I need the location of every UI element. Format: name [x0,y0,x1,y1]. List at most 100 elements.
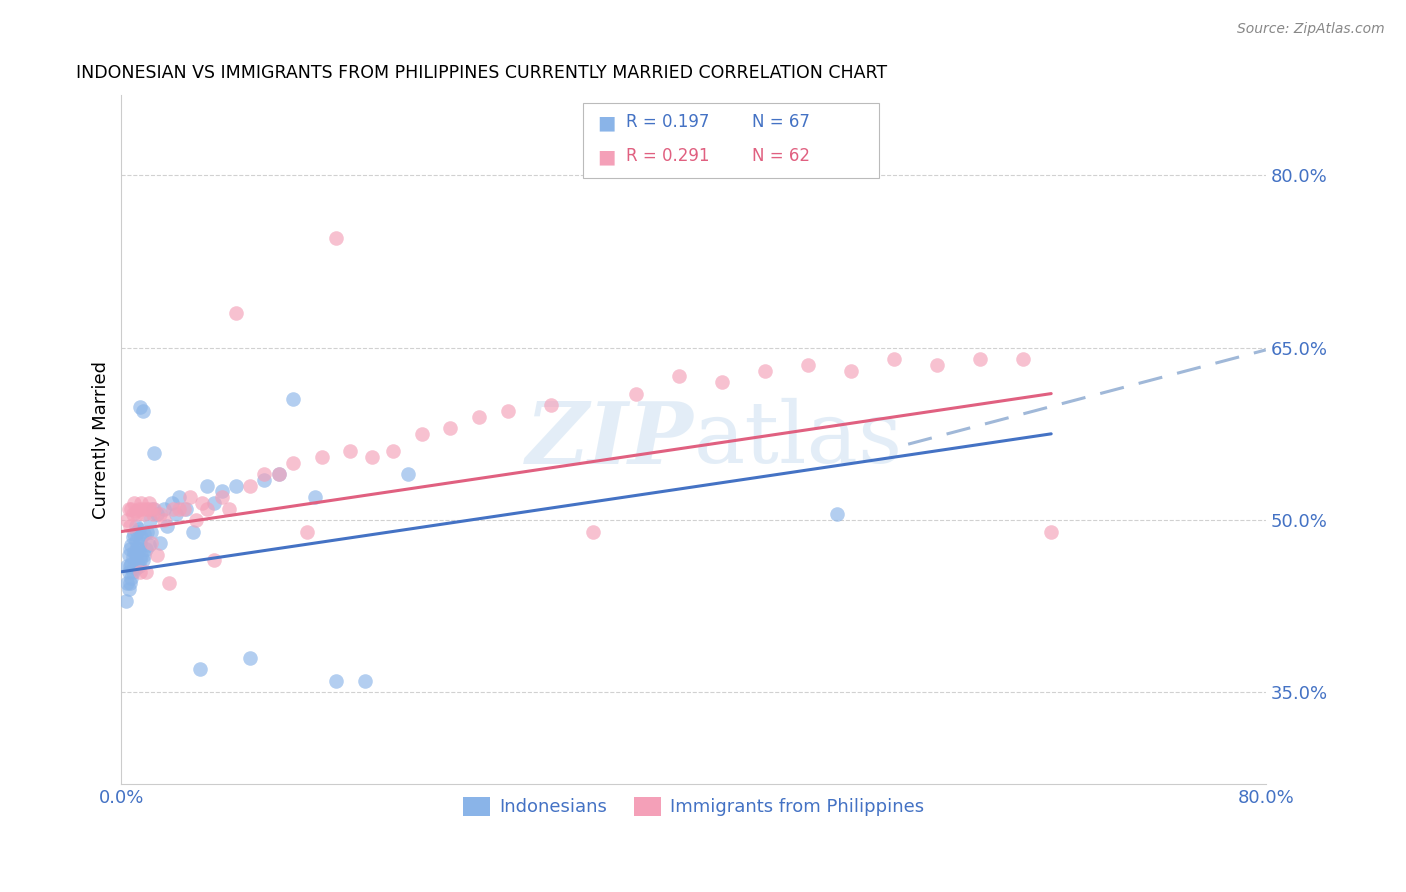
Point [122,565,145,579]
Point [134,526,156,541]
Point [128,541,150,556]
Point [253,473,276,487]
Text: ■: ■ [598,147,616,166]
Point [267,467,290,481]
Point [115,559,138,574]
Point [149,536,172,550]
Point [132,404,155,418]
Point [117,548,139,562]
Point [131,496,153,510]
Point [122,530,145,544]
Point [165,508,187,522]
Point [540,398,562,412]
Point [129,536,152,550]
Text: N = 67: N = 67 [752,113,810,131]
Text: ■: ■ [598,113,616,132]
Point [325,673,347,688]
Point [128,522,150,536]
Point [142,501,165,516]
Point [167,501,190,516]
Point [120,538,142,552]
Point [439,421,461,435]
Point [167,490,190,504]
Point [124,559,146,574]
Point [120,557,142,571]
Point [146,548,169,562]
Point [125,548,148,562]
Point [195,501,218,516]
Point [797,358,820,372]
Point [143,446,166,460]
Text: N = 62: N = 62 [752,147,810,165]
Point [225,306,247,320]
Legend: Indonesians, Immigrants from Philippines: Indonesians, Immigrants from Philippines [456,790,931,823]
Point [925,358,948,372]
Point [281,392,304,407]
Point [118,541,141,556]
Point [711,375,734,389]
Point [190,496,212,510]
Point [239,651,262,665]
Point [129,565,152,579]
Point [117,501,139,516]
Point [754,363,776,377]
Point [131,530,153,544]
Point [582,524,605,539]
Point [195,478,218,492]
Text: INDONESIAN VS IMMIGRANTS FROM PHILIPPINES CURRENTLY MARRIED CORRELATION CHART: INDONESIAN VS IMMIGRANTS FROM PHILIPPINE… [76,64,887,82]
Point [468,409,491,424]
Point [218,501,240,516]
Point [883,352,905,367]
Point [125,533,148,548]
Y-axis label: Currently Married: Currently Married [93,360,110,518]
Point [160,496,183,510]
Point [124,545,146,559]
Point [138,538,160,552]
Point [142,508,165,522]
Point [125,504,148,518]
Point [138,496,160,510]
Point [117,582,139,596]
Point [253,467,276,481]
Point [668,369,690,384]
Point [128,559,150,574]
Point [122,508,145,522]
Text: ZIP: ZIP [526,398,693,482]
Point [188,663,211,677]
Point [131,548,153,562]
Point [118,559,141,574]
Point [125,561,148,575]
Point [129,401,152,415]
Point [304,490,326,504]
Point [128,501,150,516]
Point [129,553,152,567]
Point [135,565,157,579]
Text: atlas: atlas [693,398,903,481]
Point [825,508,848,522]
Point [120,570,142,584]
Point [139,501,162,516]
Point [143,501,166,516]
Point [396,467,419,481]
Point [360,450,382,464]
Point [132,501,155,516]
Point [204,496,226,510]
Point [173,501,195,516]
Point [124,526,146,541]
Point [141,524,163,539]
Point [153,501,176,516]
Point [382,444,405,458]
Point [141,536,163,550]
Point [118,576,141,591]
Point [149,508,172,522]
Point [311,450,333,464]
Point [115,513,138,527]
Point [325,231,347,245]
Point [156,518,179,533]
Point [496,404,519,418]
Point [339,444,361,458]
Point [115,576,138,591]
Point [297,524,319,539]
Point [1040,524,1063,539]
Point [127,541,149,555]
